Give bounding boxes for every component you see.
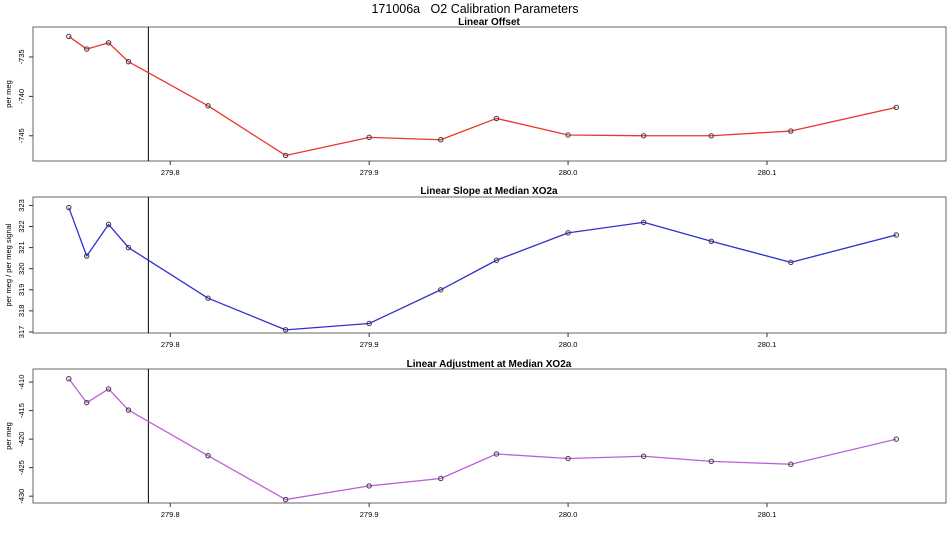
x-tick-label: 280.1	[758, 510, 777, 519]
x-tick-label: 279.9	[360, 510, 379, 519]
x-tick-label: 280.1	[758, 340, 777, 349]
y-tick-label: 323	[17, 199, 26, 212]
y-tick-label: 319	[17, 284, 26, 297]
y-tick-label: -735	[17, 49, 26, 64]
x-tick-label: 280.0	[559, 510, 578, 519]
data-point	[708, 133, 714, 139]
data-line	[68, 207, 897, 331]
data-point	[366, 483, 372, 489]
y-tick-label: -410	[17, 375, 26, 390]
panel-title: Linear Adjustment at Median XO2a	[407, 359, 572, 370]
data-point	[565, 455, 571, 462]
data-point	[493, 115, 500, 122]
y-tick-label: -420	[17, 432, 26, 447]
plot-box	[32, 196, 947, 334]
data-point	[205, 103, 211, 109]
y-tick-label: -740	[17, 89, 26, 104]
data-point	[438, 287, 444, 293]
y-axis-label: per meg	[4, 422, 13, 450]
x-tick-label: 279.9	[360, 340, 379, 349]
data-point	[893, 436, 899, 442]
data-point	[493, 451, 500, 457]
data-point	[282, 152, 289, 159]
panel-title: Linear Slope at Median XO2a	[420, 186, 558, 197]
data-point	[105, 221, 112, 228]
x-tick-label: 279.9	[360, 168, 379, 177]
data-point	[438, 137, 444, 143]
y-tick-label: -430	[17, 489, 26, 504]
data-point	[438, 475, 444, 482]
data-point	[84, 253, 90, 259]
data-point	[893, 232, 899, 238]
data-point	[125, 58, 132, 65]
data-point	[708, 458, 714, 465]
plot-box	[32, 26, 947, 162]
data-point	[788, 461, 794, 467]
data-point	[788, 259, 794, 266]
y-tick-label: -745	[17, 128, 26, 143]
y-axis-label: per meg	[4, 80, 13, 108]
data-point	[493, 257, 500, 263]
data-point	[205, 295, 211, 301]
data-point	[84, 46, 90, 52]
y-axis-label: per meg / per meg signal	[4, 223, 13, 306]
x-tick-label: 279.8	[161, 340, 180, 349]
data-point	[105, 386, 112, 392]
data-point	[282, 327, 289, 333]
y-tick-label: 318	[17, 305, 26, 318]
data-point	[640, 133, 647, 139]
data-point	[640, 219, 647, 226]
x-tick-label: 279.8	[161, 510, 180, 519]
data-point	[565, 230, 571, 236]
x-tick-label: 279.8	[161, 168, 180, 177]
x-tick-label: 280.0	[559, 168, 578, 177]
plot-box	[32, 368, 947, 504]
data-line	[68, 378, 897, 501]
data-point	[205, 452, 211, 459]
y-tick-label: 320	[17, 262, 26, 275]
data-point	[66, 204, 72, 211]
data-point	[708, 238, 714, 244]
data-point	[565, 132, 571, 138]
panel-title: Linear Offset	[458, 17, 520, 28]
data-point	[366, 134, 372, 141]
data-point	[640, 453, 647, 459]
data-point	[66, 375, 72, 382]
data-point	[788, 128, 794, 134]
data-line	[68, 35, 897, 157]
data-point	[893, 104, 899, 111]
y-tick-label: 321	[17, 241, 26, 254]
data-point	[366, 320, 372, 327]
y-tick-label: -425	[17, 460, 26, 475]
y-tick-label: 322	[17, 220, 26, 233]
y-tick-label: 317	[17, 326, 26, 339]
y-tick-label: -415	[17, 403, 26, 418]
data-point	[105, 40, 112, 46]
x-tick-label: 280.0	[559, 340, 578, 349]
data-point	[125, 407, 132, 413]
data-point	[66, 33, 72, 40]
data-point	[125, 244, 132, 251]
figure-title: 171006a O2 Calibration Parameters	[371, 2, 579, 16]
data-point	[282, 496, 289, 503]
x-tick-label: 280.1	[758, 168, 777, 177]
data-point	[84, 399, 90, 406]
